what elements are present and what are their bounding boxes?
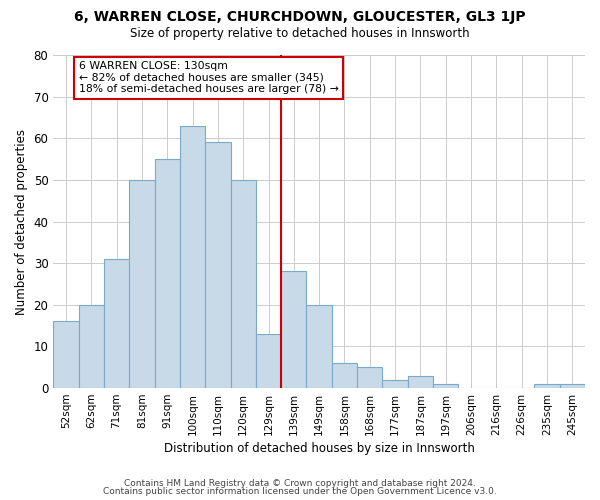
Text: 6 WARREN CLOSE: 130sqm
← 82% of detached houses are smaller (345)
18% of semi-de: 6 WARREN CLOSE: 130sqm ← 82% of detached… (79, 61, 338, 94)
Bar (382, 380, 408, 388)
Text: Contains public sector information licensed under the Open Government Licence v3: Contains public sector information licen… (103, 487, 497, 496)
Bar (408, 376, 433, 388)
Bar (281, 272, 307, 388)
Bar (433, 384, 458, 388)
Bar (180, 126, 205, 388)
Bar (535, 384, 560, 388)
Bar (307, 305, 332, 388)
Bar (79, 305, 104, 388)
Bar (230, 180, 256, 388)
Bar (53, 322, 79, 388)
Text: Size of property relative to detached houses in Innsworth: Size of property relative to detached ho… (130, 28, 470, 40)
Bar (104, 259, 129, 388)
Bar (357, 368, 382, 388)
Bar (205, 142, 230, 388)
Bar (155, 159, 180, 388)
X-axis label: Distribution of detached houses by size in Innsworth: Distribution of detached houses by size … (164, 442, 475, 455)
Bar (256, 334, 281, 388)
Bar (332, 363, 357, 388)
Text: Contains HM Land Registry data © Crown copyright and database right 2024.: Contains HM Land Registry data © Crown c… (124, 478, 476, 488)
Bar (129, 180, 155, 388)
Y-axis label: Number of detached properties: Number of detached properties (15, 128, 28, 314)
Bar (560, 384, 585, 388)
Text: 6, WARREN CLOSE, CHURCHDOWN, GLOUCESTER, GL3 1JP: 6, WARREN CLOSE, CHURCHDOWN, GLOUCESTER,… (74, 10, 526, 24)
